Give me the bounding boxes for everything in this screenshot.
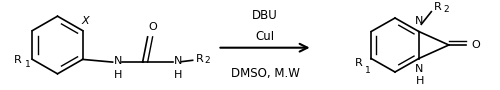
Text: H: H [416,76,424,86]
Text: DBU: DBU [252,9,278,22]
Text: N: N [414,64,423,74]
Text: X: X [82,16,89,26]
Text: H: H [114,70,122,80]
Text: O: O [472,40,480,50]
Text: N: N [174,56,182,66]
Text: N: N [414,16,423,26]
Text: O: O [148,22,157,32]
Text: 1: 1 [366,66,371,75]
Text: R: R [354,58,362,68]
Text: 2: 2 [204,56,210,65]
Text: R: R [196,53,203,64]
Text: DMSO, M.W: DMSO, M.W [230,67,300,80]
Text: H: H [174,70,182,80]
Text: R: R [14,55,22,65]
Text: 2: 2 [444,5,449,14]
Text: CuI: CuI [256,30,274,42]
Text: R: R [434,2,442,12]
Text: 1: 1 [24,60,30,69]
Text: N: N [114,56,122,66]
